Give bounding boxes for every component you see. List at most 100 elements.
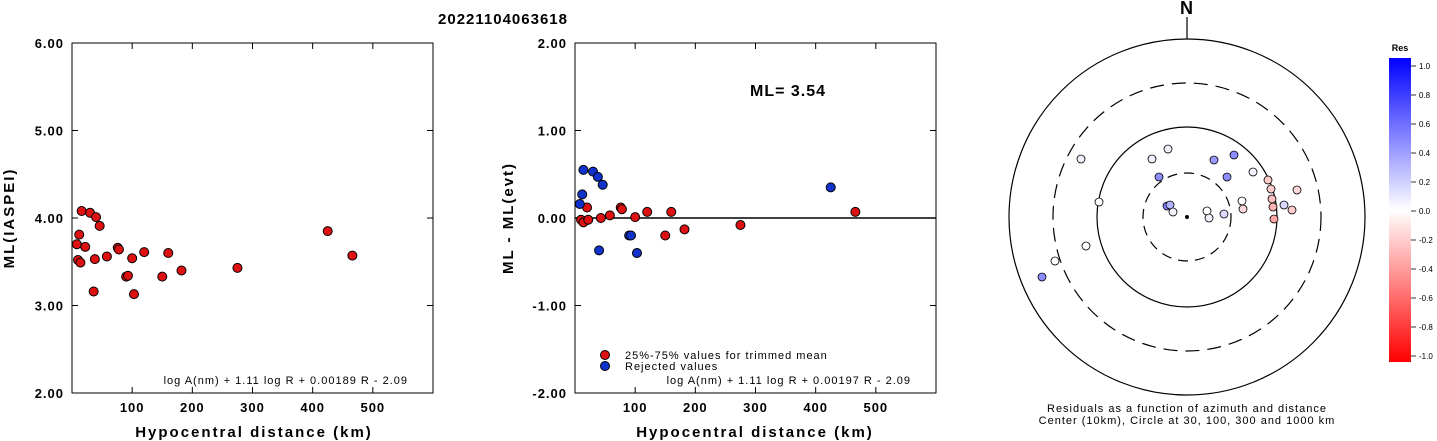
colorbar-tick-label: -0.4 xyxy=(1419,265,1433,274)
data-point xyxy=(76,206,87,216)
y-tick-label: -2.00 xyxy=(532,386,567,401)
residual-colorbar: Res 1.0 0.8 0.6 0.4 0.2 0.0 -0.2 -0.4 -0.6 -0.8 -1… xyxy=(1389,43,1433,362)
ring-300km xyxy=(1052,82,1322,352)
data-point xyxy=(71,239,82,250)
data-point xyxy=(139,247,150,258)
x-tick-label: 400 xyxy=(300,400,325,415)
colorbar-tick-label: 0.6 xyxy=(1419,120,1431,129)
data-point xyxy=(113,244,124,255)
x-tick-label: 200 xyxy=(180,400,205,415)
data-point xyxy=(347,250,358,261)
residual-caption-line2: Center (10km), Circle at 30, 100, 300 an… xyxy=(1039,415,1336,427)
residual-point xyxy=(1229,150,1239,160)
residual-point xyxy=(1287,205,1297,215)
data-point xyxy=(616,204,627,215)
magnitude-residual-plot: -2.00 -1.00 0.00 1.00 2.00 100 200 300 400 500 M… xyxy=(500,36,937,441)
rejected-point xyxy=(597,179,608,190)
rejected-point xyxy=(574,199,585,209)
colorbar-tick-label: 0.0 xyxy=(1419,207,1431,216)
colorbar-tick-label: 0.4 xyxy=(1419,149,1431,158)
data-point xyxy=(80,241,91,252)
data-point xyxy=(128,289,139,300)
residual-point xyxy=(1147,154,1157,164)
residual-point xyxy=(1238,204,1248,214)
residual-point xyxy=(1168,207,1178,217)
plot-frame xyxy=(71,42,434,394)
data-point xyxy=(630,212,641,223)
residual-point xyxy=(1237,196,1247,206)
epicenter-marker xyxy=(1185,215,1189,219)
y-tick-label: 2.00 xyxy=(538,36,567,51)
residual-point xyxy=(1076,154,1086,164)
x-tick-label: 100 xyxy=(120,400,145,415)
colorbar-gradient xyxy=(1389,58,1411,362)
data-point xyxy=(75,257,86,268)
x-tick-label: 300 xyxy=(240,400,265,415)
x-tick-label: 100 xyxy=(623,400,648,415)
y-tick-label: 6.00 xyxy=(35,36,64,51)
residual-point xyxy=(1269,214,1279,224)
y-tick-label: 2.00 xyxy=(35,386,64,401)
residual-azimuth-plot: N Residuals as a function of azimuth and… xyxy=(1008,0,1366,427)
x-tick-label: 200 xyxy=(683,400,708,415)
colorbar-tick-label: -0.8 xyxy=(1419,323,1433,332)
x-tick-label: 500 xyxy=(863,400,888,415)
y-tick-label: 4.00 xyxy=(35,211,64,226)
x-tick-label: 500 xyxy=(360,400,385,415)
rejected-point xyxy=(577,189,588,200)
residual-point xyxy=(1222,172,1232,182)
data-point xyxy=(660,230,671,241)
data-point xyxy=(642,206,653,217)
data-point xyxy=(157,271,168,282)
rejected-point xyxy=(592,171,603,182)
residual-point xyxy=(1154,172,1164,182)
legend-accepted-label: 25%-75% values for trimmed mean xyxy=(625,350,828,362)
residual-point xyxy=(1094,197,1104,207)
colorbar-tick-label: 0.2 xyxy=(1419,178,1431,187)
data-point xyxy=(88,286,99,297)
data-point xyxy=(91,212,102,223)
rejected-point xyxy=(825,182,836,193)
data-point xyxy=(127,253,138,264)
formula-label: log A(nm) + 1.11 log R + 0.00197 R - 2.0… xyxy=(667,375,911,387)
rejected-point xyxy=(594,245,605,256)
data-point xyxy=(122,270,133,281)
data-point xyxy=(604,210,615,221)
residual-point xyxy=(1263,175,1273,185)
legend-rejected-marker xyxy=(600,361,610,371)
x-axis-title: Hypocentral distance (km) xyxy=(135,424,373,441)
residual-point xyxy=(1081,241,1091,251)
residual-point xyxy=(1292,185,1302,195)
data-point xyxy=(89,254,100,265)
data-point xyxy=(74,229,85,240)
x-tick-label: 400 xyxy=(803,400,828,415)
y-tick-label: 0.00 xyxy=(538,211,567,226)
north-label: N xyxy=(1180,0,1194,18)
data-point xyxy=(595,213,606,223)
ring-30km xyxy=(1142,172,1232,262)
colorbar-tick-label: -0.2 xyxy=(1419,236,1433,245)
magnitude-distance-plot: 2.00 3.00 4.00 5.00 6.00 100 200 300 400 500 ML(… xyxy=(1,36,434,441)
rejected-point xyxy=(631,248,642,258)
rejected-point xyxy=(578,164,589,175)
x-axis-title: Hypocentral distance (km) xyxy=(636,424,874,441)
residual-point xyxy=(1268,202,1278,212)
y-axis-title: ML(IASPEI) xyxy=(1,168,18,269)
data-point xyxy=(666,206,677,217)
legend-accepted-marker xyxy=(600,350,610,360)
y-tick-label: -1.00 xyxy=(532,299,567,314)
data-point xyxy=(232,262,243,273)
data-point xyxy=(850,206,861,217)
formula-label: log A(nm) + 1.11 log R + 0.00189 R - 2.0… xyxy=(164,375,408,387)
residual-point xyxy=(1204,213,1214,223)
colorbar-tick-label: 0.8 xyxy=(1419,91,1431,100)
data-point xyxy=(679,224,690,235)
rejected-point xyxy=(625,230,636,241)
data-point xyxy=(176,265,187,276)
data-point xyxy=(94,220,105,231)
colorbar-tick-label: -1.0 xyxy=(1419,352,1433,361)
figure-title: 20221104063618 xyxy=(438,11,568,28)
legend-rejected-label: Rejected values xyxy=(625,361,718,373)
data-point xyxy=(101,251,112,262)
